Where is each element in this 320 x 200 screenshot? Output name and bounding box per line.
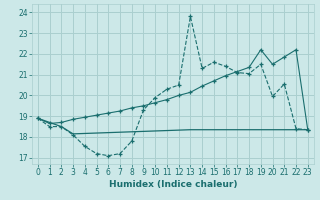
X-axis label: Humidex (Indice chaleur): Humidex (Indice chaleur) xyxy=(108,180,237,189)
